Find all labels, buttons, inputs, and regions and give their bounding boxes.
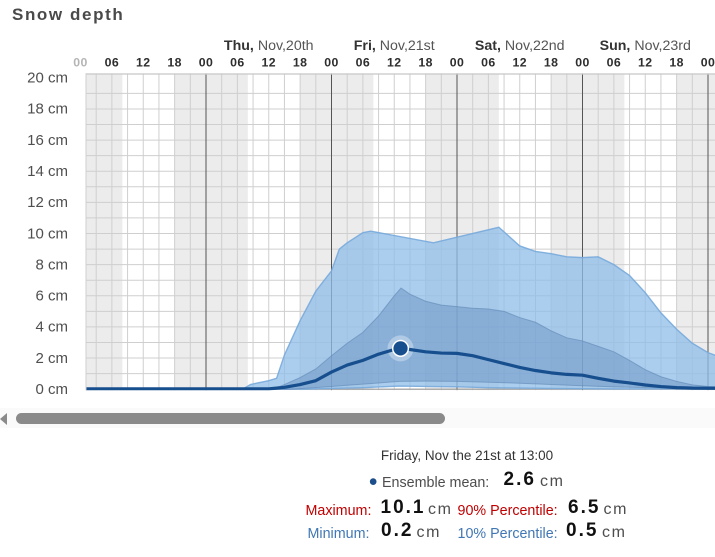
svg-text:16 cm: 16 cm xyxy=(27,132,68,149)
svg-text:Sun, Nov,23rd: Sun, Nov,23rd xyxy=(600,38,691,54)
svg-text:12: 12 xyxy=(638,56,652,70)
svg-text:Sat, Nov,22nd: Sat, Nov,22nd xyxy=(475,38,565,54)
svg-text:0 cm: 0 cm xyxy=(35,381,68,398)
svg-text:06: 06 xyxy=(356,56,370,70)
svg-text:18: 18 xyxy=(544,56,558,70)
svg-text:12: 12 xyxy=(136,56,150,70)
svg-text:10 cm: 10 cm xyxy=(27,225,68,242)
svg-text:18: 18 xyxy=(669,56,683,70)
svg-text:00: 00 xyxy=(73,56,87,70)
svg-text:12: 12 xyxy=(387,56,401,70)
svg-text:00: 00 xyxy=(701,56,715,70)
svg-text:18: 18 xyxy=(167,56,181,70)
svg-text:18: 18 xyxy=(418,56,432,70)
svg-text:12: 12 xyxy=(262,56,276,70)
svg-text:4 cm: 4 cm xyxy=(35,319,68,336)
svg-text:18 cm: 18 cm xyxy=(27,101,68,118)
svg-text:06: 06 xyxy=(607,56,621,70)
svg-text:06: 06 xyxy=(481,56,495,70)
svg-text:12: 12 xyxy=(513,56,527,70)
svg-text:00: 00 xyxy=(575,56,589,70)
svg-text:12 cm: 12 cm xyxy=(27,194,68,211)
svg-text:20 cm: 20 cm xyxy=(27,70,68,87)
svg-text:00: 00 xyxy=(324,56,338,70)
svg-text:06: 06 xyxy=(105,56,119,70)
svg-text:06: 06 xyxy=(230,56,244,70)
svg-text:Thu, Nov,20th: Thu, Nov,20th xyxy=(224,38,314,54)
svg-text:8 cm: 8 cm xyxy=(35,256,68,273)
svg-text:2 cm: 2 cm xyxy=(35,350,68,367)
svg-text:6 cm: 6 cm xyxy=(35,288,68,305)
svg-text:00: 00 xyxy=(450,56,464,70)
svg-text:Fri, Nov,21st: Fri, Nov,21st xyxy=(354,38,435,54)
svg-text:18: 18 xyxy=(293,56,307,70)
svg-text:14 cm: 14 cm xyxy=(27,163,68,180)
svg-text:00: 00 xyxy=(199,56,213,70)
